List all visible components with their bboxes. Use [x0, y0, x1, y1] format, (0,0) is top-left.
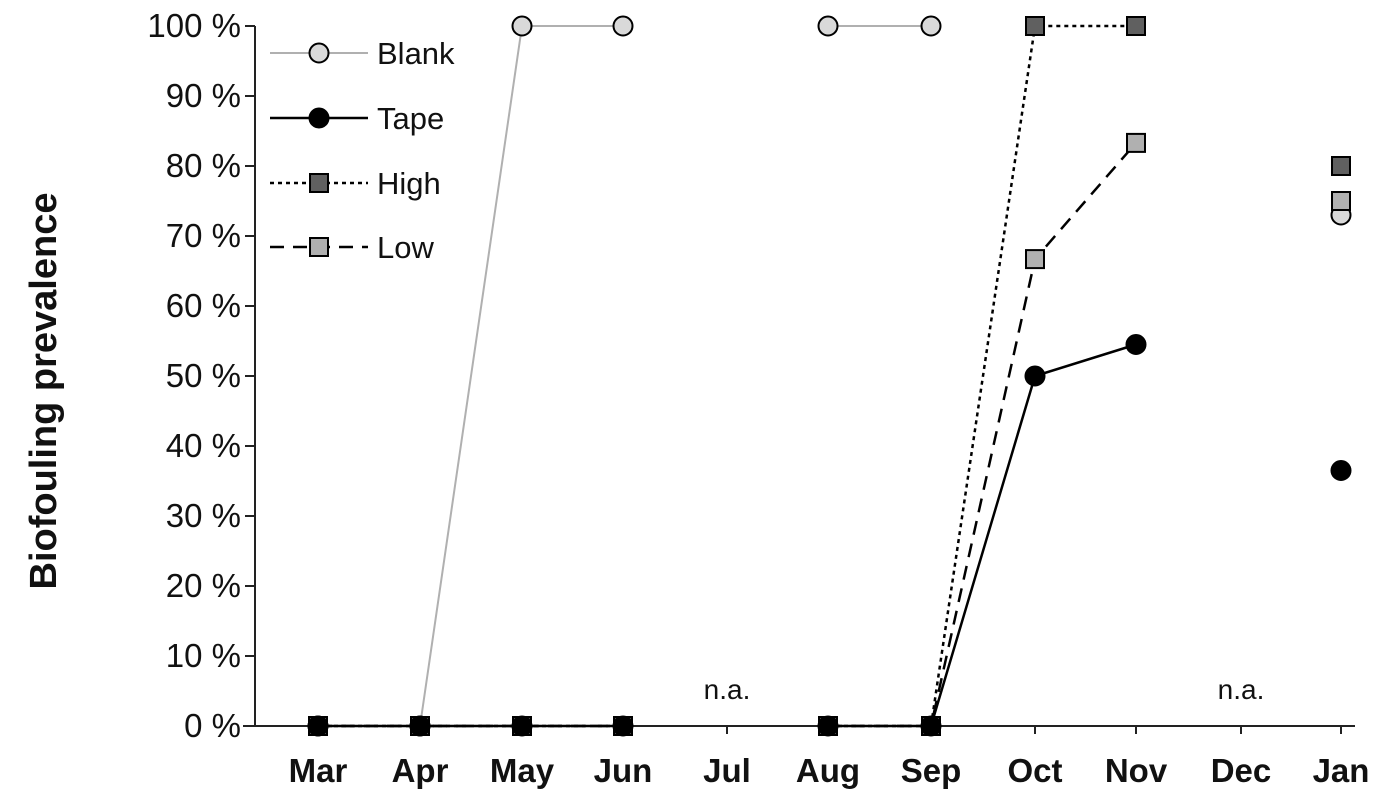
- series-line-tape: [828, 343, 1137, 728]
- x-tick-label: Jun: [594, 752, 653, 789]
- data-point-low: [1126, 132, 1146, 153]
- y-axis-title: Biofouling prevalence: [23, 193, 65, 590]
- y-tick-label: 0 %: [184, 707, 241, 744]
- data-point-high: [1331, 156, 1351, 176]
- x-tick-label: Nov: [1105, 752, 1168, 789]
- legend-label-blank: Blank: [377, 36, 455, 71]
- data-point-blank: [511, 15, 533, 37]
- legend-marker-low: [309, 237, 329, 257]
- axes: 0 % 10 % 20 % 30 % 40 % 50 % 60 % 70 % 80 % 90 % 1…: [147, 7, 1369, 789]
- x-tick-label: Jul: [703, 752, 751, 789]
- y-tick-label: 30 %: [166, 497, 241, 534]
- data-point-low: [1025, 249, 1045, 270]
- x-tick-label: Mar: [289, 752, 348, 789]
- data-point-high: [1126, 16, 1146, 36]
- data-point-tape: [1024, 365, 1046, 387]
- data-point-blank: [920, 15, 942, 37]
- legend-marker-blank: [308, 42, 330, 64]
- legend-label-low: Low: [377, 230, 434, 265]
- data-point-tape: [307, 715, 329, 737]
- y-tick-label: 80 %: [166, 147, 241, 184]
- data-point-tape: [920, 715, 942, 737]
- data-point-low: [1331, 191, 1351, 211]
- series-markers: [307, 15, 1352, 737]
- legend-marker-high: [309, 173, 329, 193]
- y-tick-label: 20 %: [166, 567, 241, 604]
- series-line-high: [828, 24, 1136, 728]
- legend-label-high: High: [377, 166, 441, 201]
- annotation-na: n.a.: [704, 674, 751, 705]
- data-point-blank: [612, 15, 634, 37]
- data-point-tape: [612, 715, 634, 737]
- x-tick-label: Aug: [796, 752, 860, 789]
- legend-marker-tape: [308, 107, 330, 129]
- legend-label-tape: Tape: [377, 101, 444, 136]
- x-tick-label: Dec: [1211, 752, 1272, 789]
- annotations: n.a. n.a.: [704, 674, 1265, 705]
- y-tick-label: 50 %: [166, 357, 241, 394]
- series-line-low: [828, 142, 1137, 728]
- y-tick-label: 40 %: [166, 427, 241, 464]
- data-point-tape: [1330, 460, 1352, 481]
- data-point-blank: [817, 15, 839, 37]
- legend: Blank Tape High Low: [270, 36, 455, 265]
- series-lines: [318, 24, 1137, 728]
- data-point-tape: [511, 715, 533, 737]
- x-tick-label: May: [490, 752, 555, 789]
- series-line-blank: [318, 25, 623, 727]
- data-point-tape: [1125, 334, 1147, 355]
- y-tick-label: 10 %: [166, 637, 241, 674]
- y-tick-label: 90 %: [166, 77, 241, 114]
- x-tick-label: Apr: [392, 752, 449, 789]
- data-point-tape: [409, 715, 431, 737]
- y-tick-label: 70 %: [166, 217, 241, 254]
- x-tick-label: Jan: [1313, 752, 1370, 789]
- x-tick-label: Oct: [1007, 752, 1062, 789]
- x-tick-label: Sep: [901, 752, 962, 789]
- data-point-tape: [817, 715, 839, 737]
- y-tick-label: 60 %: [166, 287, 241, 324]
- data-point-high: [1025, 16, 1045, 36]
- y-tick-label: 100 %: [147, 7, 241, 44]
- annotation-na: n.a.: [1218, 674, 1265, 705]
